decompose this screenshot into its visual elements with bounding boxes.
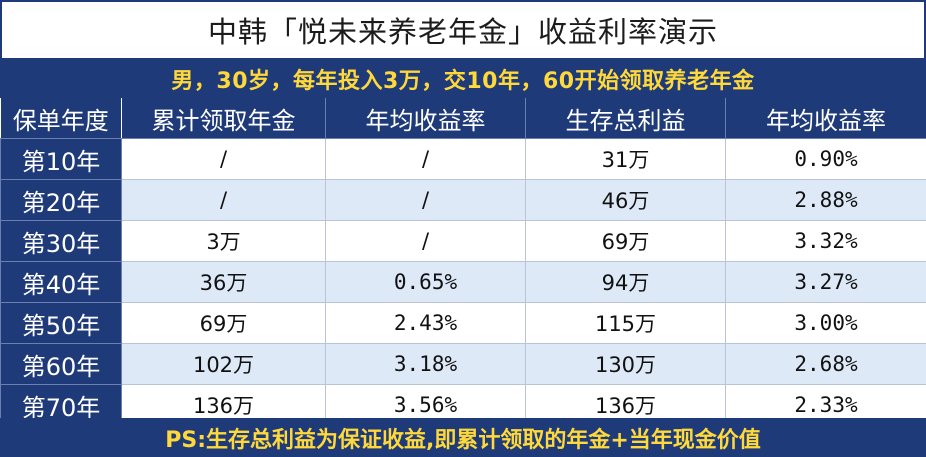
annual-yield-cell: / xyxy=(325,179,526,221)
returns-table: 保单年度 累计领取年金 年均收益率 生存总利益 年均收益率 第10年 / / 3… xyxy=(0,98,926,426)
cumulative-annuity-cell: / xyxy=(121,138,326,180)
col-header-cumulative-annuity: 累计领取年金 xyxy=(121,98,326,139)
annual-yield-total-cell: 0.90% xyxy=(725,138,926,180)
table-row: 第20年 / / 46万 2.88% xyxy=(0,179,926,221)
survival-benefit-cell: 46万 xyxy=(525,179,726,221)
cumulative-annuity-cell: 102万 xyxy=(121,343,326,385)
table-row: 第60年 102万 3.18% 130万 2.68% xyxy=(0,343,926,385)
table-row: 第10年 / / 31万 0.90% xyxy=(0,138,926,180)
cumulative-annuity-cell: 69万 xyxy=(121,302,326,344)
table-header-row: 保单年度 累计领取年金 年均收益率 生存总利益 年均收益率 xyxy=(0,98,926,139)
annual-yield-total-cell: 2.88% xyxy=(725,179,926,221)
annual-yield-cell: 0.65% xyxy=(325,261,526,303)
annual-yield-cell: / xyxy=(325,220,526,262)
row-year: 第60年 xyxy=(0,343,122,385)
survival-benefit-cell: 130万 xyxy=(525,343,726,385)
table-row: 第30年 3万 / 69万 3.32% xyxy=(0,220,926,262)
survival-benefit-cell: 69万 xyxy=(525,220,726,262)
annual-yield-cell: 3.18% xyxy=(325,343,526,385)
survival-benefit-cell: 31万 xyxy=(525,138,726,180)
annual-yield-total-cell: 2.68% xyxy=(725,343,926,385)
annual-yield-total-cell: 3.32% xyxy=(725,220,926,262)
survival-benefit-cell: 94万 xyxy=(525,261,726,303)
col-header-policy-year: 保单年度 xyxy=(0,98,122,139)
annual-yield-cell: 2.43% xyxy=(325,302,526,344)
annual-yield-cell: / xyxy=(325,138,526,180)
page-title: 中韩「悦未来养老年金」收益利率演示 xyxy=(0,0,926,60)
row-year: 第30年 xyxy=(0,220,122,262)
row-year: 第20年 xyxy=(0,179,122,221)
col-header-total-survival-benefit: 生存总利益 xyxy=(525,98,726,139)
row-year: 第10年 xyxy=(0,138,122,180)
table-row: 第50年 69万 2.43% 115万 3.00% xyxy=(0,302,926,344)
scenario-subtitle: 男，30岁，每年投入3万，交10年，60开始领取养老年金 xyxy=(0,60,926,98)
table-row: 第40年 36万 0.65% 94万 3.27% xyxy=(0,261,926,303)
col-header-annual-yield-1: 年均收益率 xyxy=(325,98,526,139)
annual-yield-total-cell: 3.27% xyxy=(725,261,926,303)
row-year: 第40年 xyxy=(0,261,122,303)
footnote: PS:生存总利益为保证收益,即累计领取的年金+当年现金价值 xyxy=(0,418,926,457)
survival-benefit-cell: 115万 xyxy=(525,302,726,344)
cumulative-annuity-cell: 36万 xyxy=(121,261,326,303)
annual-yield-total-cell: 3.00% xyxy=(725,302,926,344)
row-year: 第50年 xyxy=(0,302,122,344)
cumulative-annuity-cell: / xyxy=(121,179,326,221)
col-header-annual-yield-2: 年均收益率 xyxy=(725,98,926,139)
cumulative-annuity-cell: 3万 xyxy=(121,220,326,262)
